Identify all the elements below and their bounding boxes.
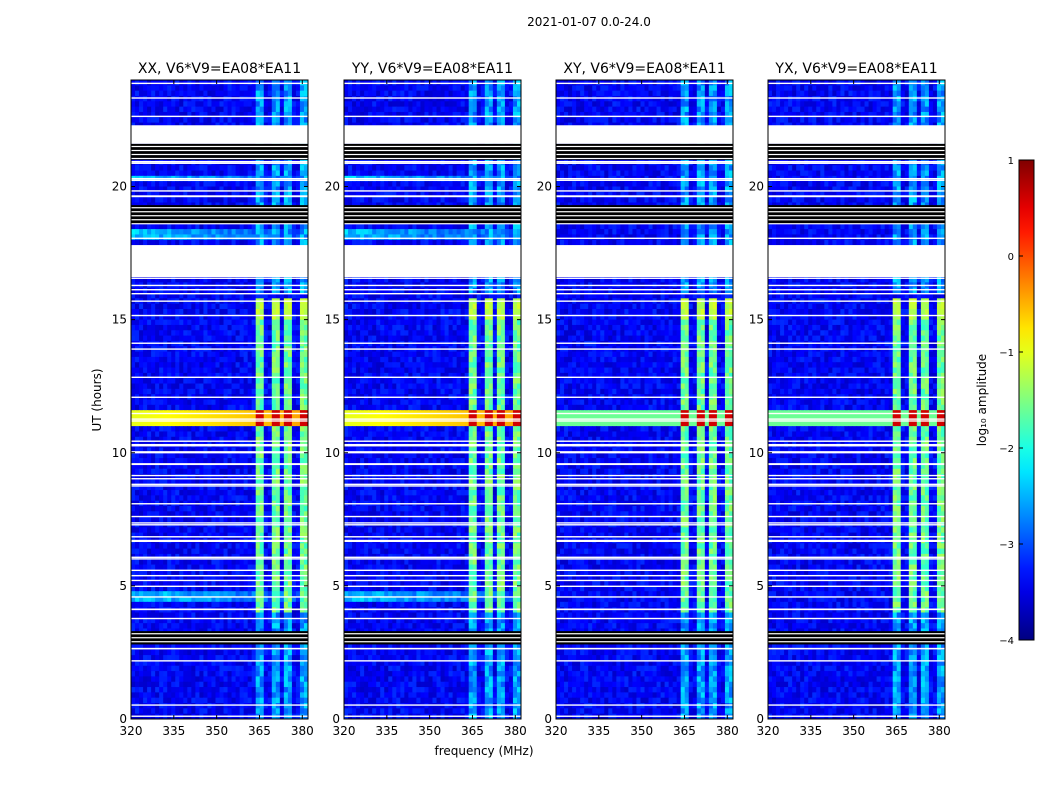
- x-tick-label: 380: [504, 724, 527, 738]
- panel-yy: YY, V6*V9=EA08*EA11 320 335 350 365 380 0 5 10 15…: [325, 61, 527, 738]
- y-tick-label: 0: [119, 712, 127, 726]
- heatmap-xx: [131, 80, 308, 719]
- y-tick-label: 10: [112, 446, 127, 460]
- x-tick-label: 320: [120, 724, 143, 738]
- x-tick-label: 335: [587, 724, 610, 738]
- colorbar-tick-label: 0: [1008, 252, 1014, 263]
- y-tick-label: 20: [749, 180, 764, 194]
- figure-title: 2021-01-07 0.0-24.0: [527, 15, 651, 29]
- heatmap-xy: [556, 80, 733, 719]
- heatmap-yx: [768, 80, 945, 719]
- x-tick-label: 365: [248, 724, 271, 738]
- panel-frame: [130, 79, 309, 720]
- panel-title: YY, V6*V9=EA08*EA11: [351, 61, 513, 77]
- x-tick-label: 380: [716, 724, 739, 738]
- panel-title: XY, V6*V9=EA08*EA11: [563, 61, 725, 77]
- x-tick-label: 320: [757, 724, 780, 738]
- y-tick-label: 20: [112, 180, 127, 194]
- panels: XX, V6*V9=EA08*EA11 320 335 350 365 380 0 5 10 15…: [112, 61, 951, 738]
- panel-title: XX, V6*V9=EA08*EA11: [138, 61, 301, 77]
- x-tick-label: 380: [928, 724, 951, 738]
- colorbar-label: log₁₀ amplitude: [975, 354, 989, 446]
- y-tick-label: 5: [544, 579, 552, 593]
- y-axis-label: UT (hours): [90, 368, 104, 431]
- y-tick-label: 10: [325, 446, 340, 460]
- y-tick-label: 20: [325, 180, 340, 194]
- y-tick-label: 15: [112, 313, 127, 327]
- y-tick-label: 15: [537, 313, 552, 327]
- x-axis-label: frequency (MHz): [434, 744, 533, 758]
- colorbar-tick-label: −2: [999, 444, 1014, 455]
- y-tick-label: 10: [749, 446, 764, 460]
- x-tick-label: 365: [461, 724, 484, 738]
- x-tick-label: 380: [291, 724, 314, 738]
- x-tick-label: 320: [545, 724, 568, 738]
- heatmap-yy: [344, 80, 521, 719]
- panel-yx: YX, V6*V9=EA08*EA11 320 335 350 365 380 0 5 10 15…: [749, 61, 951, 738]
- colorbar-tick-label: −1: [999, 348, 1014, 359]
- y-tick-label: 0: [332, 712, 340, 726]
- colorbar-gradient: [1018, 159, 1035, 641]
- x-tick-label: 335: [162, 724, 185, 738]
- colorbar-tick-label: −3: [999, 540, 1014, 551]
- panel-frame: [767, 79, 946, 720]
- x-tick-label: 335: [799, 724, 822, 738]
- x-tick-label: 350: [630, 724, 653, 738]
- x-tick-label: 350: [418, 724, 441, 738]
- y-tick-label: 5: [332, 579, 340, 593]
- x-tick-label: 365: [885, 724, 908, 738]
- y-tick-label: 5: [756, 579, 764, 593]
- x-tick-label: 320: [333, 724, 356, 738]
- x-tick-label: 365: [673, 724, 696, 738]
- x-tick-label: 350: [205, 724, 228, 738]
- x-tick-label: 335: [375, 724, 398, 738]
- y-tick-label: 0: [544, 712, 552, 726]
- colorbar-tick-label: −4: [999, 636, 1014, 647]
- y-tick-label: 10: [537, 446, 552, 460]
- panel-frame: [343, 79, 522, 720]
- panel-xx: XX, V6*V9=EA08*EA11 320 335 350 365 380 0 5 10 15…: [112, 61, 314, 738]
- y-tick-label: 15: [325, 313, 340, 327]
- x-tick-label: 350: [842, 724, 865, 738]
- colorbar: 1 0 −1 −2 −3 −4: [999, 156, 1035, 647]
- panel-title: YX, V6*V9=EA08*EA11: [774, 61, 937, 77]
- panel-frame: [555, 79, 734, 720]
- panel-xy: XY, V6*V9=EA08*EA11 320 335 350 365 380 0 5 10 15…: [537, 61, 739, 738]
- y-tick-label: 20: [537, 180, 552, 194]
- colorbar-tick-label: 1: [1008, 156, 1014, 167]
- y-tick-label: 15: [749, 313, 764, 327]
- y-tick-label: 5: [119, 579, 127, 593]
- y-tick-label: 0: [756, 712, 764, 726]
